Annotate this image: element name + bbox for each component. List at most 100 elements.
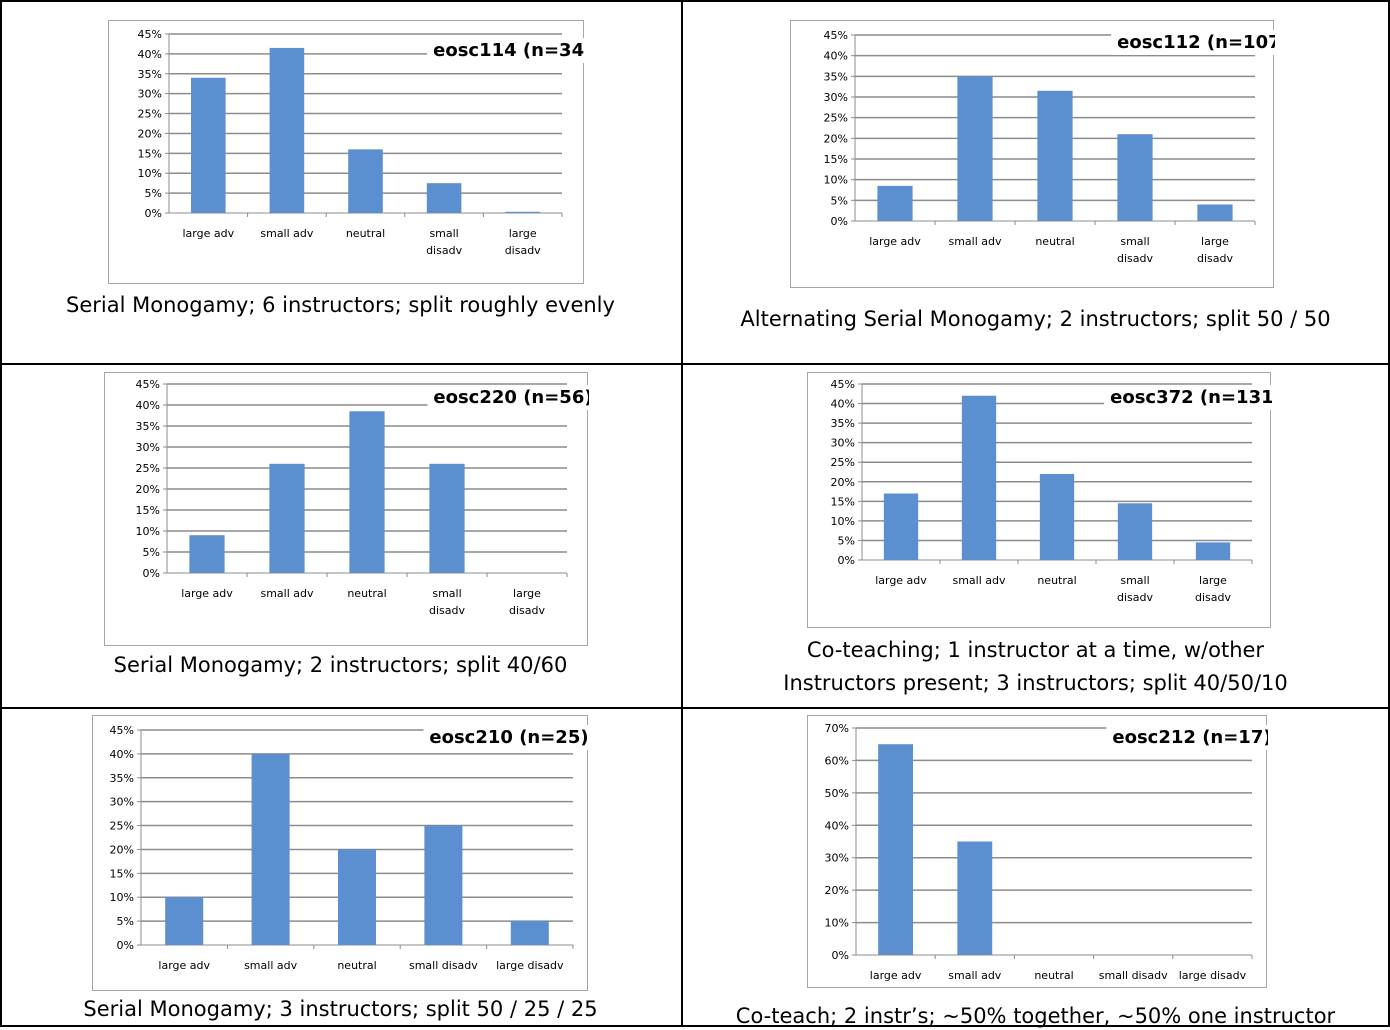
y-tick-label: 40% xyxy=(824,50,848,63)
y-tick-label: 20% xyxy=(831,476,855,489)
table-border-right xyxy=(1388,0,1390,1027)
y-tick-label: 10% xyxy=(831,515,855,528)
y-tick-label: 10% xyxy=(110,891,134,904)
bar-chart: 0% 10% 20% 30% 40% 50% 60% 70% large adv small ad… xyxy=(825,722,1268,982)
chart-title: eosc220 (n=56) xyxy=(433,387,589,408)
category-label: small disadv xyxy=(1117,235,1153,265)
y-tick-label: 35% xyxy=(824,70,848,83)
y-tick-label: 60% xyxy=(825,754,849,767)
bar xyxy=(510,921,549,945)
y-tick-label: 0% xyxy=(117,939,134,952)
bar xyxy=(269,47,305,213)
y-tick-label: 10% xyxy=(136,525,160,538)
y-tick-label: 0% xyxy=(145,207,162,220)
bar xyxy=(424,825,463,945)
y-tick-label: 0% xyxy=(831,215,848,228)
bar xyxy=(961,395,997,560)
y-tick-label: 30% xyxy=(825,852,849,865)
bar xyxy=(191,77,226,213)
chart-title-background xyxy=(423,725,589,750)
bar xyxy=(1195,542,1231,560)
bar-chart: 0% 5% 10% 15% 20% 25% 30% 35% 40% 45% large adv sma… xyxy=(138,28,585,257)
bar xyxy=(877,185,913,221)
y-tick-label: 0% xyxy=(838,554,855,567)
bar xyxy=(1037,90,1073,221)
category-label: large adv xyxy=(870,969,922,982)
table-divider-row2 xyxy=(0,707,1390,709)
chart-caption: Serial Monogamy; 2 instructors; split 40… xyxy=(113,653,568,677)
table-border-left xyxy=(0,0,2,1027)
chart-title: eosc114 (n=342) xyxy=(433,40,585,61)
category-label: neutral xyxy=(1034,969,1073,982)
bar xyxy=(1117,503,1153,560)
bar xyxy=(957,841,993,955)
cell-eosc212: 0% 10% 20% 30% 40% 50% 60% 70% large adv small ad… xyxy=(683,709,1388,1028)
category-label: small adv xyxy=(260,227,314,240)
y-tick-label: 5% xyxy=(831,194,848,207)
chart-frame: 0% 5% 10% 15% 20% 25% 30% 35% 40% 45% large adv sma… xyxy=(92,715,589,991)
chart-caption-line-1: Co-teaching; 1 instructor at a time, w/o… xyxy=(806,638,1265,662)
chart-frame: 0% 5% 10% 15% 20% 25% 30% 35% 40% 45% large adv sma… xyxy=(108,20,585,284)
bar xyxy=(878,744,914,955)
y-tick-label: 10% xyxy=(824,174,848,187)
category-label: large adv xyxy=(181,587,233,600)
y-tick-label: 70% xyxy=(825,722,849,735)
y-tick-label: 35% xyxy=(136,420,160,433)
y-tick-label: 45% xyxy=(136,378,160,391)
bar xyxy=(1039,473,1075,560)
category-label: neutral xyxy=(347,587,386,600)
table-border-bottom xyxy=(0,1025,1390,1027)
y-tick-label: 45% xyxy=(831,378,855,391)
category-label: small adv xyxy=(948,969,1002,982)
y-tick-label: 5% xyxy=(838,534,855,547)
bar xyxy=(1197,204,1233,221)
y-tick-label: 25% xyxy=(138,108,162,121)
y-tick-label: 5% xyxy=(143,546,160,559)
category-label: large disadv xyxy=(1179,969,1247,982)
chart-title-background xyxy=(427,385,589,410)
y-tick-label: 35% xyxy=(831,417,855,430)
bar xyxy=(348,149,383,213)
category-label: small disadv xyxy=(426,227,462,257)
bar xyxy=(1117,134,1153,221)
y-tick-label: 40% xyxy=(138,48,162,61)
bar xyxy=(189,535,225,573)
y-tick-label: 30% xyxy=(831,437,855,450)
y-tick-label: 10% xyxy=(138,167,162,180)
bar xyxy=(337,849,377,945)
bar-chart: 0% 5% 10% 15% 20% 25% 30% 35% 40% 45% large adv sma… xyxy=(136,378,589,617)
category-label: neutral xyxy=(346,227,385,240)
y-tick-label: 10% xyxy=(825,917,849,930)
y-tick-label: 35% xyxy=(110,772,134,785)
bar xyxy=(883,493,919,560)
bar-chart: 0% 5% 10% 15% 20% 25% 30% 35% 40% 45% large adv sma… xyxy=(110,724,589,972)
chart-caption: Alternating Serial Monogamy; 2 instructo… xyxy=(740,307,1331,331)
y-tick-label: 50% xyxy=(825,787,849,800)
bar xyxy=(505,211,540,213)
y-tick-label: 5% xyxy=(145,187,162,200)
bar xyxy=(165,897,204,945)
table-divider-col xyxy=(681,0,683,1027)
y-tick-label: 0% xyxy=(143,567,160,580)
y-tick-label: 35% xyxy=(138,68,162,81)
bar-chart: 0% 5% 10% 15% 20% 25% 30% 35% 40% 45% large adv sma… xyxy=(824,29,1275,265)
y-tick-label: 30% xyxy=(824,91,848,104)
y-tick-label: 0% xyxy=(832,949,849,962)
bar xyxy=(269,463,305,573)
category-label: small disadv xyxy=(1099,969,1168,982)
chart-frame: 0% 5% 10% 15% 20% 25% 30% 35% 40% 45% large adv sma… xyxy=(104,372,589,646)
y-tick-label: 15% xyxy=(136,504,160,517)
category-label: small disadv xyxy=(409,959,478,972)
cell-eosc112: 0% 5% 10% 15% 20% 25% 30% 35% 40% 45% large adv sma… xyxy=(683,0,1388,363)
y-tick-label: 20% xyxy=(825,884,849,897)
y-tick-label: 20% xyxy=(138,127,162,140)
chart-title-background xyxy=(1104,385,1272,410)
category-label: large disadv xyxy=(496,959,564,972)
chart-frame: 0% 10% 20% 30% 40% 50% 60% 70% large adv small ad… xyxy=(807,715,1268,988)
y-tick-label: 25% xyxy=(110,820,134,833)
chart-caption: Co-teach; 2 instr’s; ~50% together, ~50%… xyxy=(735,1004,1336,1028)
cell-eosc372: 0% 5% 10% 15% 20% 25% 30% 35% 40% 45% large adv sma… xyxy=(683,365,1388,707)
chart-title: eosc112 (n=107) xyxy=(1117,32,1275,53)
table-border-top xyxy=(0,0,1390,2)
